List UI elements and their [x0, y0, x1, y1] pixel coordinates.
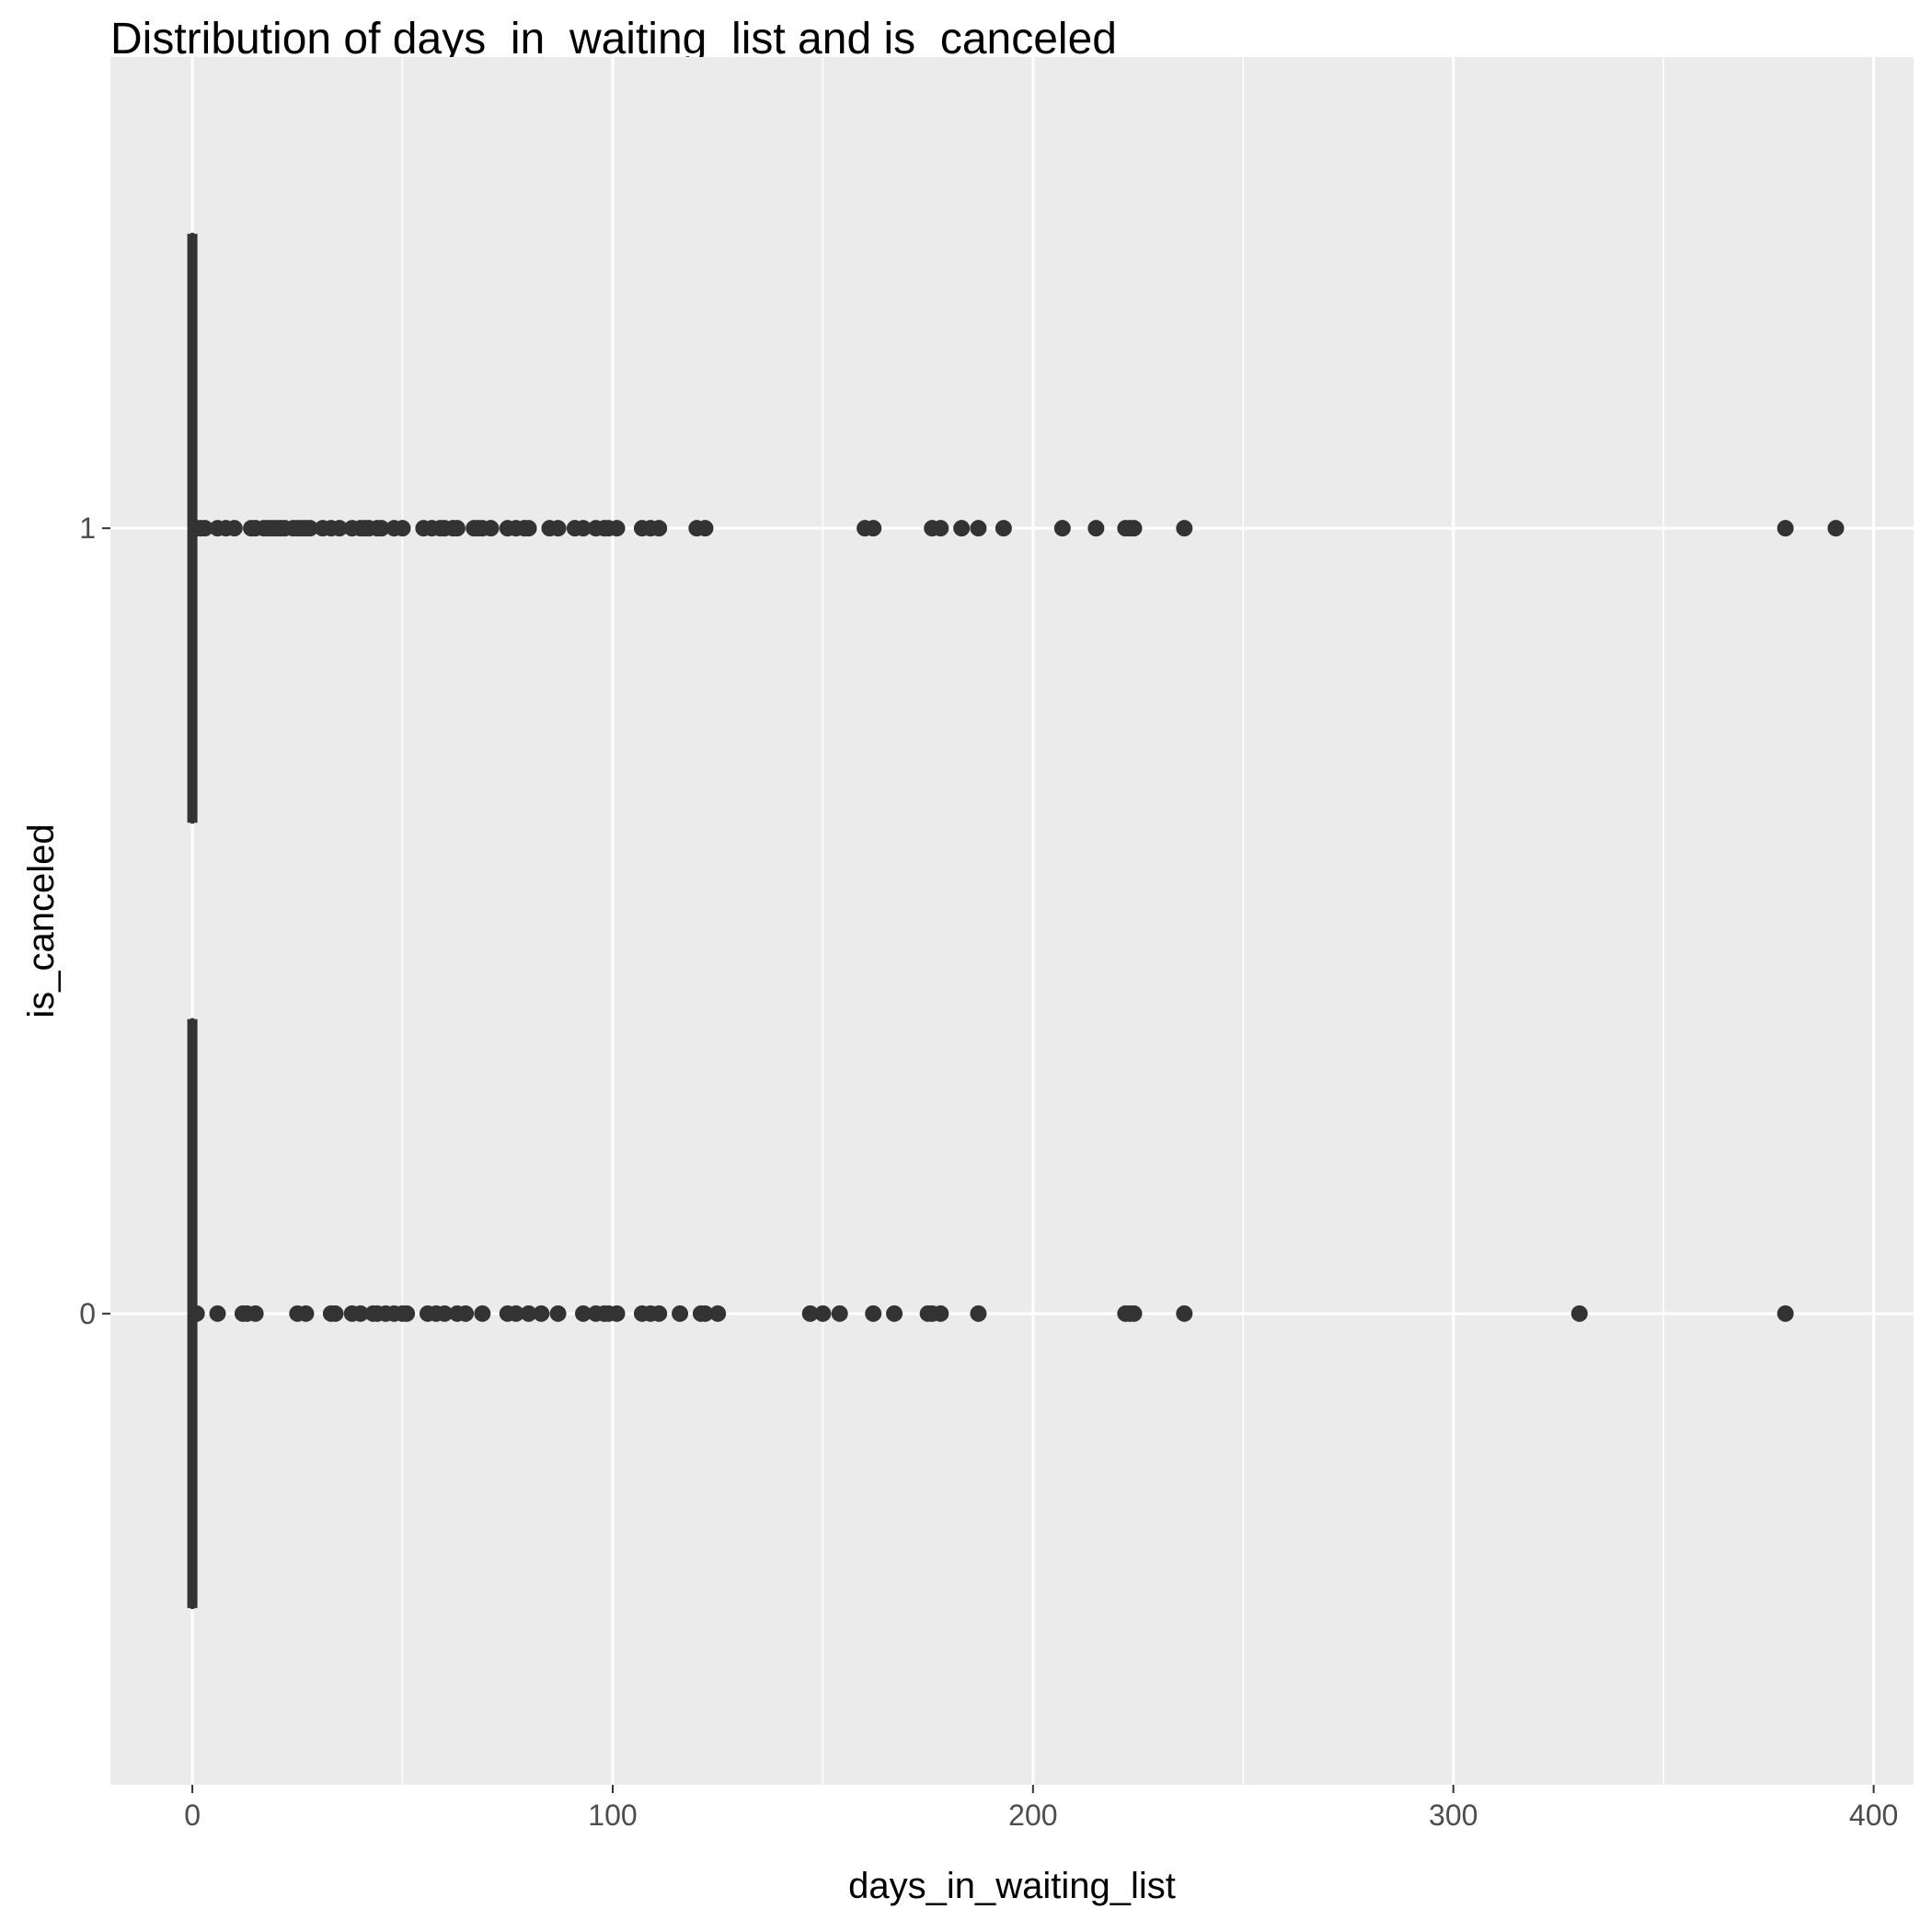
outlier-point	[302, 520, 319, 537]
outlier-point	[574, 520, 592, 537]
axes: 0 100 200 300 400 0 1	[79, 512, 1898, 1832]
outlier-point	[225, 520, 243, 537]
outlier-point	[886, 1305, 903, 1322]
y-axis-title: is_canceled	[21, 823, 62, 1018]
outlier-point	[865, 1305, 882, 1322]
x-tick-label: 400	[1849, 1799, 1898, 1832]
outlier-point	[650, 520, 668, 537]
outlier-point	[520, 520, 537, 537]
x-axis-title: days_in_waiting_list	[848, 1866, 1176, 1906]
outlier-point	[608, 1305, 626, 1322]
outlier-point	[398, 1305, 416, 1322]
outlier-point	[297, 1305, 315, 1322]
outlier-point	[330, 520, 348, 537]
outlier-point	[970, 1305, 987, 1322]
outlier-point	[672, 1305, 689, 1322]
y-tick-label: 0	[79, 1297, 96, 1330]
outlier-point	[209, 1305, 226, 1322]
outlier-point	[574, 1305, 592, 1322]
x-tick-label: 0	[184, 1799, 201, 1832]
plot-panel	[110, 57, 1914, 1785]
outlier-point	[831, 1305, 848, 1322]
outlier-point	[474, 1305, 491, 1322]
x-tick-label: 300	[1429, 1799, 1478, 1832]
outlier-point	[351, 1305, 369, 1322]
outlier-point	[1053, 520, 1071, 537]
outlier-point	[1777, 520, 1794, 537]
outlier-point	[696, 520, 714, 537]
outlier-point	[394, 520, 411, 537]
outlier-point	[1125, 520, 1143, 537]
outlier-point	[608, 520, 626, 537]
outlier-point	[188, 1305, 205, 1322]
outlier-point	[549, 520, 567, 537]
outlier-point	[932, 520, 949, 537]
outlier-point	[1777, 1305, 1794, 1322]
outlier-point	[507, 1305, 524, 1322]
x-tick-label: 100	[588, 1799, 637, 1832]
outlier-point	[1570, 1305, 1588, 1322]
y-tick-label: 1	[79, 512, 96, 545]
outlier-point	[801, 1305, 819, 1322]
outlier-point	[448, 520, 466, 537]
outlier-point	[1827, 520, 1845, 537]
outlier-point	[457, 1305, 475, 1322]
outlier-point	[482, 520, 500, 537]
outlier-points	[188, 520, 1845, 1322]
outlier-point	[1176, 1305, 1193, 1322]
outlier-point	[549, 1305, 567, 1322]
outlier-point	[436, 1305, 454, 1322]
outlier-point	[1125, 1305, 1143, 1322]
outlier-point	[995, 520, 1012, 537]
outlier-point	[970, 520, 987, 537]
outlier-point	[533, 1305, 550, 1322]
outlier-point	[520, 1305, 537, 1322]
outlier-point	[953, 520, 971, 537]
outlier-point	[709, 1305, 727, 1322]
outlier-point	[1087, 520, 1105, 537]
outlier-point	[327, 1305, 344, 1322]
outlier-point	[373, 520, 390, 537]
outlier-point	[247, 1305, 264, 1322]
outlier-point	[1176, 520, 1193, 537]
outlier-point	[196, 520, 213, 537]
x-tick-label: 200	[1008, 1799, 1057, 1832]
outlier-point	[814, 1305, 832, 1322]
outlier-point	[932, 1305, 949, 1322]
outlier-point	[865, 520, 882, 537]
outlier-point	[696, 1305, 714, 1322]
chart-title: Distribution of days_in_waiting_list and…	[110, 15, 1117, 63]
outlier-point	[650, 1305, 668, 1322]
